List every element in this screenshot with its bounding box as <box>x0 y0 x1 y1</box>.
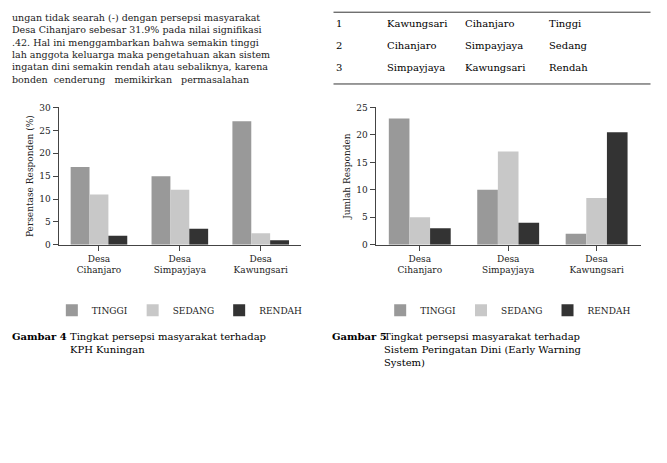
svg-text:3: 3 <box>336 62 342 73</box>
svg-text:DesaSimpayjaya: DesaSimpayjaya <box>482 254 535 276</box>
svg-text:ungan tidak searah (-) dengan: ungan tidak searah (-) dengan persepsi m… <box>12 12 270 85</box>
svg-text:5: 5 <box>45 217 51 227</box>
svg-text:0: 0 <box>45 240 51 250</box>
svg-text:TINGGI: TINGGI <box>420 306 456 316</box>
svg-text:Tinggi: Tinggi <box>549 18 581 29</box>
svg-text:DesaSimpayjaya: DesaSimpayjaya <box>154 254 207 276</box>
svg-text:Persentase Responden (%): Persentase Responden (%) <box>25 115 35 237</box>
svg-text:Jumlah Responden: Jumlah Responden <box>342 133 352 220</box>
svg-text:10: 10 <box>356 185 368 195</box>
svg-text:DesaCihanjaro: DesaCihanjaro <box>77 254 122 276</box>
svg-text:SEDANG: SEDANG <box>173 306 215 316</box>
svg-text:RENDAH: RENDAH <box>259 306 302 316</box>
svg-text:Gambar 5: Gambar 5 <box>332 331 387 342</box>
svg-text:30: 30 <box>39 103 51 113</box>
svg-text:Kawungsari: Kawungsari <box>387 18 447 29</box>
svg-text:20: 20 <box>39 148 51 158</box>
svg-text:DesaKawungsari: DesaKawungsari <box>234 254 288 276</box>
svg-text:20: 20 <box>356 130 368 140</box>
svg-text:1: 1 <box>336 18 342 29</box>
svg-text:15: 15 <box>39 171 51 181</box>
svg-text:Simpayjaya: Simpayjaya <box>387 62 445 73</box>
svg-text:Gambar 4: Gambar 4 <box>12 331 67 342</box>
svg-text:15: 15 <box>356 158 368 168</box>
svg-text:5: 5 <box>362 212 368 222</box>
svg-text:Sedang: Sedang <box>549 40 588 51</box>
svg-text:Cihanjaro: Cihanjaro <box>465 18 515 29</box>
svg-text:2: 2 <box>336 40 342 51</box>
svg-text:Kawungsari: Kawungsari <box>465 62 525 73</box>
svg-text:RENDAH: RENDAH <box>588 306 631 316</box>
svg-text:SEDANG: SEDANG <box>501 306 543 316</box>
svg-text:Tingkat persepsi masyarakat te: Tingkat persepsi masyarakat terhadapSist… <box>384 331 582 368</box>
svg-text:TINGGI: TINGGI <box>92 306 128 316</box>
svg-text:25: 25 <box>39 126 51 136</box>
svg-text:0: 0 <box>362 240 368 250</box>
svg-text:25: 25 <box>356 103 368 113</box>
svg-text:DesaCihanjaro: DesaCihanjaro <box>397 254 442 276</box>
svg-text:Rendah: Rendah <box>549 62 588 73</box>
svg-text:10: 10 <box>39 194 51 204</box>
svg-text:Cihanjaro: Cihanjaro <box>387 40 437 51</box>
svg-text:Simpayjaya: Simpayjaya <box>465 40 523 51</box>
svg-text:DesaKawungsari: DesaKawungsari <box>569 254 623 276</box>
svg-text:Tingkat persepsi masyarakat te: Tingkat persepsi masyarakat terhadapKPH … <box>70 331 266 355</box>
